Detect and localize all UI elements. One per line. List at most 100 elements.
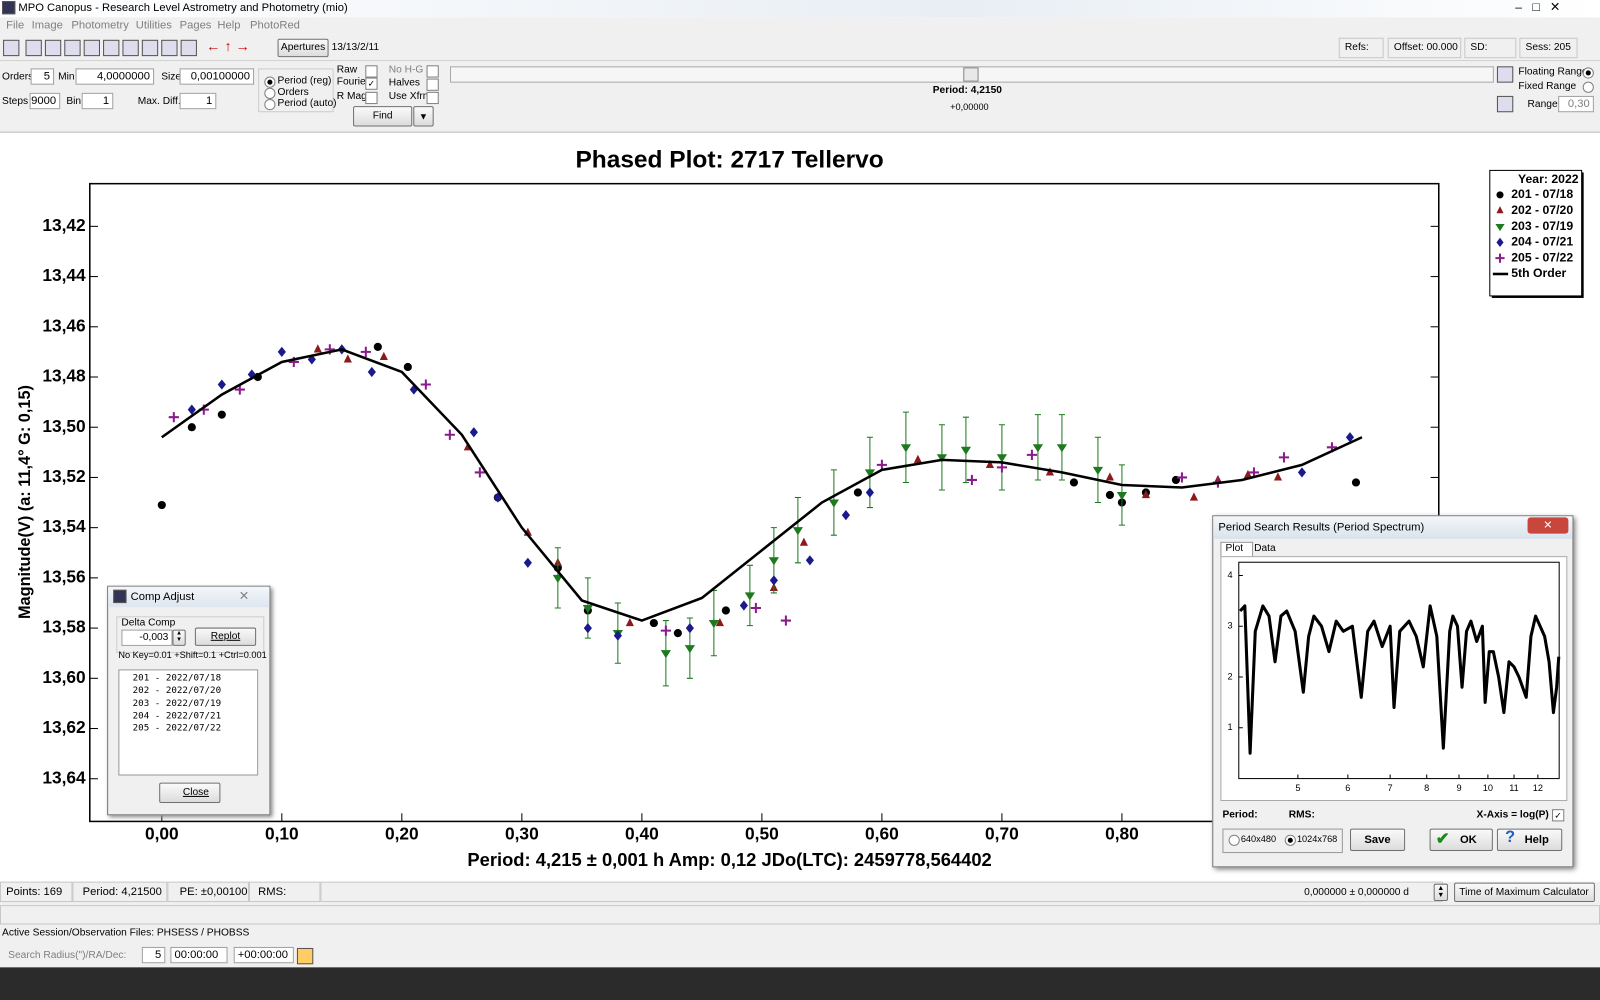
list-item[interactable]: 204 - 2022/07/21 (132, 711, 222, 722)
radio-label[interactable]: Period (auto) (277, 97, 337, 110)
y-tick-label: 13,62 (42, 717, 85, 737)
data-point (750, 602, 761, 614)
dec-input[interactable]: +00:00:00 (233, 946, 294, 964)
data-point (792, 527, 803, 536)
nav-arrows[interactable]: ← ↑ → (206, 37, 250, 55)
list-item[interactable]: 201 - 2022/07/18 (132, 673, 222, 684)
tool-icon[interactable] (44, 39, 62, 57)
radio-label[interactable]: 1024x768 (1296, 833, 1338, 844)
close-x[interactable]: ✕ (1527, 517, 1569, 534)
radio-label[interactable]: Floating Range (1518, 66, 1588, 78)
delta-input[interactable]: -0,003 (121, 629, 173, 646)
min-input[interactable]: 4,0000000 (75, 68, 155, 85)
checkbox[interactable] (365, 91, 378, 105)
help-button[interactable]: Help (1496, 828, 1563, 852)
find-dropdown[interactable]: ▼ (413, 106, 434, 127)
close-x[interactable]: ✕ (238, 588, 250, 604)
check-label[interactable]: No H-G (388, 64, 424, 76)
radio[interactable] (264, 87, 276, 99)
tab-label[interactable]: Data (1254, 542, 1276, 555)
bin-input[interactable]: 1 (81, 92, 114, 110)
tool-icon[interactable] (180, 39, 197, 57)
menu-item[interactable]: Image (31, 19, 63, 32)
x-tick-label: 0,50 (745, 823, 779, 843)
list-item[interactable]: 203 - 2022/07/19 (132, 698, 222, 710)
menu-item[interactable]: File (6, 19, 25, 32)
slider-thumb[interactable] (963, 67, 979, 82)
tool-icon[interactable] (3, 39, 20, 57)
data-point (582, 604, 593, 614)
menu-item[interactable]: Pages (179, 19, 212, 32)
x-tick-label: 0,20 (385, 823, 419, 843)
radio-label[interactable]: 640x480 (1240, 833, 1277, 844)
tool-icon[interactable] (83, 39, 100, 57)
check-label[interactable]: Halves (388, 77, 420, 89)
hint: No Key=0.01 +Shift=0.1 +Ctrl=0.001 (118, 649, 267, 661)
radio[interactable] (264, 98, 276, 111)
tool-icon[interactable] (122, 39, 139, 57)
radio[interactable] (1284, 834, 1296, 846)
checkbox[interactable] (426, 91, 439, 105)
tool-icon[interactable] (161, 39, 178, 57)
range-icon[interactable] (1496, 95, 1514, 113)
window-buttons[interactable]: – □ ✕ (1515, 0, 1561, 15)
search-icon[interactable] (296, 947, 314, 965)
data-point (1273, 472, 1283, 481)
radio-label[interactable]: Fixed Range (1518, 80, 1577, 92)
radius-input[interactable]: 5 (141, 946, 166, 964)
spinner[interactable]: ▲ ▼ (1433, 883, 1448, 902)
checkbox[interactable] (365, 65, 378, 78)
tool-icon[interactable] (25, 39, 42, 57)
menu-item[interactable]: Photometry (71, 19, 129, 32)
checkbox[interactable]: ✓ (1552, 809, 1565, 822)
list-item[interactable]: 202 - 2022/07/20 (132, 685, 222, 696)
label: Bin (66, 95, 82, 108)
orders-input[interactable]: 5 (30, 68, 55, 85)
checkbox[interactable]: ✓ (365, 77, 378, 90)
legend-label: 201 - 07/18 (1511, 187, 1573, 201)
size-input[interactable]: 0,00100000 (179, 68, 255, 85)
plot-frame (89, 182, 1440, 823)
tool-icon[interactable] (103, 39, 120, 57)
find-button[interactable]: Find (353, 106, 413, 127)
radio[interactable] (1582, 81, 1594, 93)
range-input[interactable]: 0,30 (1558, 95, 1594, 113)
replot-button[interactable]: Replot (194, 627, 257, 646)
maxdiff-input[interactable]: 1 (179, 92, 217, 110)
menu-item[interactable]: PhotoRed (249, 19, 300, 32)
radio[interactable] (1582, 67, 1594, 79)
period-offset: +0,00000 (950, 102, 989, 113)
tool-icon[interactable] (141, 39, 159, 57)
close-button[interactable]: Close (159, 782, 221, 804)
checkbox[interactable] (426, 65, 439, 78)
tab[interactable]: Data (1252, 543, 1281, 556)
check-label[interactable]: Raw (336, 64, 358, 76)
radio-label[interactable]: Period (reg) (277, 75, 332, 87)
save-button[interactable]: Save (1349, 828, 1406, 852)
check-label[interactable]: Fourier (336, 76, 370, 88)
check-label[interactable]: R Mag (336, 90, 367, 103)
period-slider[interactable] (449, 66, 1494, 83)
spinner[interactable]: ▲ ▼ (172, 629, 186, 646)
radio-label[interactable]: Orders (277, 86, 309, 98)
tab[interactable]: Plot (1220, 541, 1254, 558)
checkbox[interactable] (426, 78, 439, 91)
data-point (217, 410, 226, 419)
range-icon[interactable] (1496, 66, 1514, 83)
list-item[interactable]: 205 - 2022/07/22 (132, 723, 222, 734)
tool-icon[interactable] (64, 39, 81, 57)
ra-input[interactable]: 00:00:00 (170, 946, 228, 964)
menu-item[interactable]: Utilities (135, 19, 172, 32)
radio[interactable] (1228, 834, 1240, 846)
tab-label[interactable]: Plot (1225, 542, 1244, 555)
steps-input[interactable]: 9000 (29, 92, 61, 110)
radio[interactable] (264, 76, 276, 88)
tmax-button[interactable]: Time of Maximum Calculator (1454, 882, 1595, 903)
session-list[interactable]: 201 - 2022/07/18 202 - 2022/07/20 203 - … (118, 669, 259, 776)
menu-item[interactable]: Help (217, 19, 241, 32)
sess-field: Sess: 205 (1519, 37, 1578, 59)
apertures-button[interactable]: Apertures (277, 38, 329, 58)
x-tick-label: 10 (1483, 783, 1493, 793)
check-label[interactable]: Use Xfrm (388, 90, 432, 103)
ok-button[interactable]: OK (1429, 828, 1493, 852)
